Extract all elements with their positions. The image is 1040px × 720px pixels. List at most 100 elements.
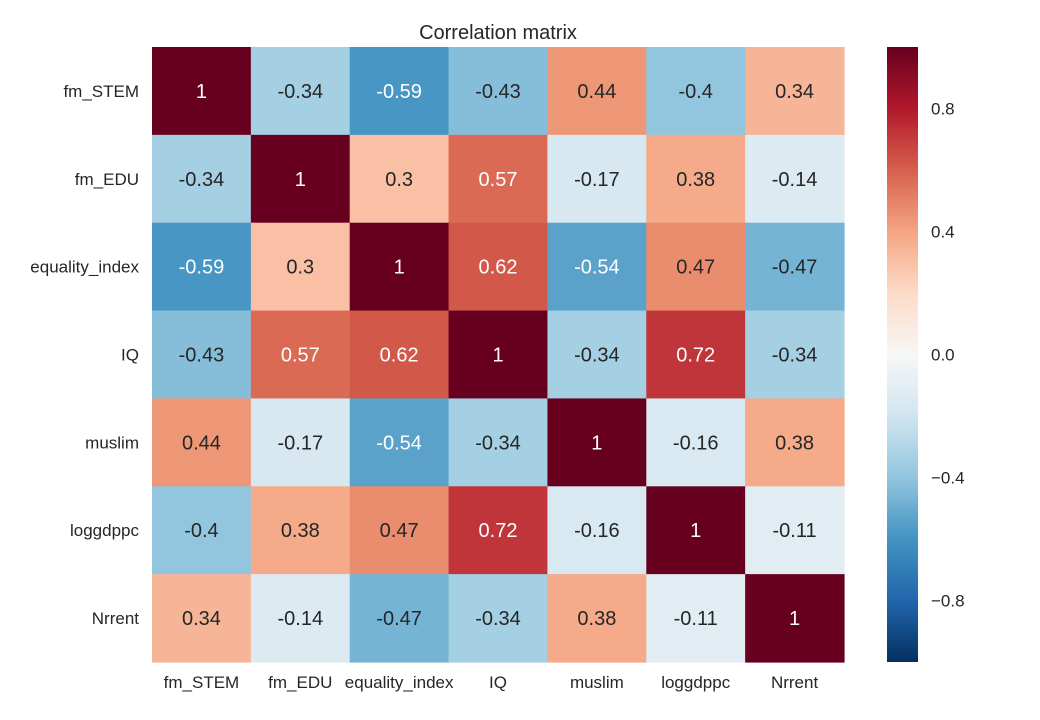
heatmap-cell bbox=[547, 134, 647, 224]
cell-value-label: -0.43 bbox=[475, 81, 521, 103]
heatmap-cell bbox=[152, 134, 252, 224]
heatmap-cell bbox=[152, 398, 252, 487]
cell-value-label: -0.4 bbox=[184, 520, 218, 542]
cell-value-label: -0.4 bbox=[678, 81, 712, 103]
heatmap-cell bbox=[646, 486, 746, 575]
cell-value-label: 1 bbox=[789, 608, 800, 630]
heatmap-cell bbox=[646, 574, 746, 663]
colorbar-tick-label: −0.8 bbox=[931, 592, 965, 611]
x-tick-label: IQ bbox=[489, 673, 507, 692]
cell-value-label: 1 bbox=[394, 257, 405, 279]
heatmap-cell bbox=[250, 486, 351, 575]
heatmap-cell bbox=[745, 222, 845, 312]
heatmap-cell bbox=[349, 222, 450, 312]
x-tick-label: fm_STEM bbox=[164, 673, 240, 692]
y-tick-label: equality_index bbox=[30, 258, 139, 277]
heatmap-cell bbox=[448, 222, 549, 312]
heatmap-cell bbox=[250, 398, 351, 487]
heatmap-cell bbox=[646, 310, 746, 400]
chart-title: Correlation matrix bbox=[419, 22, 577, 44]
y-tick-label: fm_EDU bbox=[75, 170, 139, 189]
heatmap-cell bbox=[349, 134, 450, 224]
y-tick-label: loggdppc bbox=[70, 521, 140, 540]
x-tick-labels: fm_STEM fm_EDU equality_index IQ muslim loggd… bbox=[164, 673, 819, 692]
cell-value-label: 0.3 bbox=[286, 257, 314, 279]
cell-value-label: 0.38 bbox=[281, 520, 320, 542]
cell-value-label: 0.38 bbox=[775, 432, 814, 454]
cell-value-label: 0.38 bbox=[577, 608, 616, 630]
heatmap-cell bbox=[448, 398, 549, 487]
cell-value-label: 0.34 bbox=[182, 608, 221, 630]
cell-value-label: -0.59 bbox=[179, 257, 225, 279]
heatmap-cell bbox=[152, 47, 252, 136]
cell-value-label: 0.47 bbox=[380, 520, 419, 542]
cell-value-label: 0.34 bbox=[775, 81, 814, 103]
heatmap-cell bbox=[152, 310, 252, 400]
heatmap-cell bbox=[250, 134, 351, 224]
y-tick-label: Nrrent bbox=[92, 609, 140, 628]
colorbar: 0.8 0.4 0.0 −0.4 −0.8 bbox=[887, 47, 965, 662]
heatmap-cell bbox=[448, 574, 549, 663]
cell-annotations: 1 -0.34 -0.59 -0.43 0.44 -0.4 0.34 -0.34 1 0.3 0.5… bbox=[179, 81, 818, 630]
cell-value-label: -0.16 bbox=[673, 432, 719, 454]
cell-value-label: -0.59 bbox=[376, 81, 422, 103]
heatmap-cell bbox=[250, 47, 351, 136]
cell-value-label: -0.14 bbox=[772, 169, 818, 191]
cell-value-label: -0.43 bbox=[179, 345, 225, 367]
cell-value-label: 0.57 bbox=[281, 345, 320, 367]
heatmap-cell bbox=[250, 574, 351, 663]
heatmap-cell bbox=[547, 398, 647, 487]
cell-value-label: -0.14 bbox=[277, 608, 323, 630]
cell-value-label: -0.47 bbox=[772, 257, 818, 279]
cell-value-label: -0.34 bbox=[772, 345, 818, 367]
heatmap-cell bbox=[547, 222, 647, 312]
heatmap-cell bbox=[745, 574, 845, 663]
colorbar-gradient bbox=[887, 47, 918, 662]
cell-value-label: 1 bbox=[492, 345, 503, 367]
cell-value-label: 0.72 bbox=[479, 520, 518, 542]
heatmap-cell bbox=[646, 134, 746, 224]
colorbar-tick-label: −0.4 bbox=[931, 469, 965, 488]
heatmap-cell bbox=[250, 222, 351, 312]
x-tick-label: fm_EDU bbox=[268, 673, 332, 692]
heatmap-cell bbox=[547, 574, 647, 663]
colorbar-tick-label: 0.8 bbox=[931, 100, 955, 119]
cell-value-label: -0.34 bbox=[475, 432, 521, 454]
cell-value-label: -0.54 bbox=[574, 257, 620, 279]
heatmap-cell bbox=[646, 47, 746, 136]
cell-value-label: -0.34 bbox=[277, 81, 323, 103]
x-tick-label: muslim bbox=[570, 673, 624, 692]
cell-value-label: -0.17 bbox=[277, 432, 323, 454]
cell-value-label: 1 bbox=[690, 520, 701, 542]
heatmap-cell bbox=[547, 310, 647, 400]
heatmap-cell bbox=[745, 134, 845, 224]
cell-value-label: 1 bbox=[295, 169, 306, 191]
heatmap-cell bbox=[448, 310, 549, 400]
cell-value-label: 0.38 bbox=[676, 169, 715, 191]
y-tick-label: IQ bbox=[121, 346, 139, 365]
heatmap-cell bbox=[349, 486, 450, 575]
heatmap-cell bbox=[547, 47, 647, 136]
y-tick-label: muslim bbox=[85, 433, 139, 452]
cell-value-label: 0.47 bbox=[676, 257, 715, 279]
colorbar-tick-label: 0.4 bbox=[931, 223, 955, 242]
heatmap-cell bbox=[745, 486, 845, 575]
cell-value-label: 0.62 bbox=[479, 257, 518, 279]
cell-value-label: 0.62 bbox=[380, 345, 419, 367]
heatmap-cell bbox=[250, 310, 351, 400]
cell-value-label: -0.54 bbox=[376, 432, 422, 454]
heatmap-cell bbox=[646, 398, 746, 487]
x-tick-label: Nrrent bbox=[771, 673, 819, 692]
cell-value-label: -0.34 bbox=[574, 345, 620, 367]
cell-value-label: -0.11 bbox=[773, 520, 817, 542]
cell-value-label: 0.72 bbox=[676, 345, 715, 367]
heatmap-cell bbox=[152, 486, 252, 575]
colorbar-tick-label: 0.0 bbox=[931, 346, 955, 365]
heatmap-cell bbox=[349, 47, 450, 136]
y-tick-label: fm_STEM bbox=[63, 82, 139, 101]
heatmap-cell bbox=[349, 310, 450, 400]
cell-value-label: -0.16 bbox=[574, 520, 620, 542]
y-tick-labels: fm_STEM fm_EDU equality_index IQ muslim loggd… bbox=[30, 82, 139, 628]
